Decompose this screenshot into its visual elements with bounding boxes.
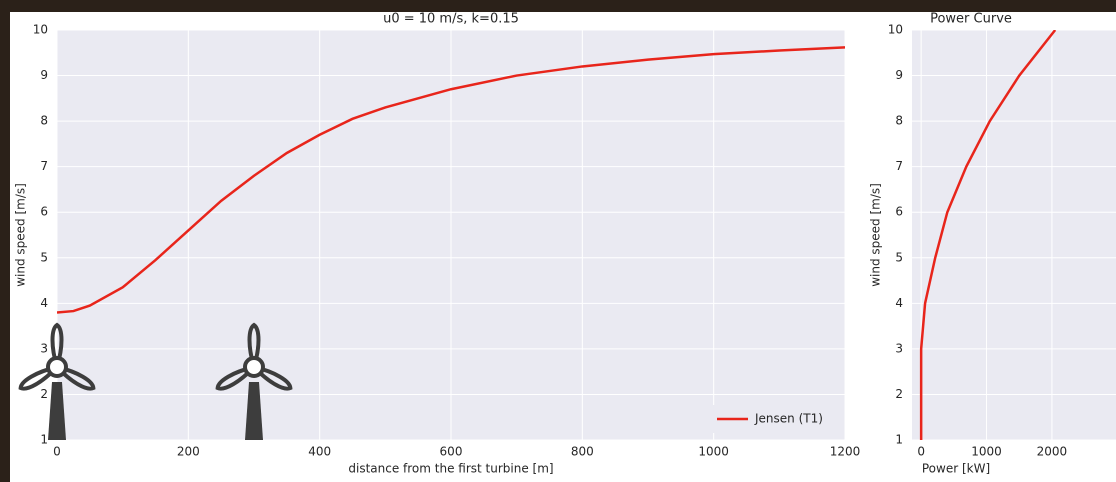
y-tick-label: 8: [895, 114, 903, 128]
y-tick-label: 7: [895, 159, 903, 173]
y-axis-label: wind speed [m/s]: [869, 183, 883, 287]
chart-title: u0 = 10 m/s, k=0.15: [383, 12, 519, 27]
plot-area: [912, 30, 1116, 440]
y-tick-label: 3: [40, 341, 48, 355]
y-tick-label: 2: [895, 387, 903, 401]
y-tick-label: 1: [40, 433, 48, 447]
y-tick-label: 8: [40, 114, 48, 128]
y-tick-label: 5: [895, 250, 903, 264]
y-axis-label: wind speed [m/s]: [14, 183, 28, 287]
x-tick-label: 1200: [830, 445, 861, 459]
x-tick-label: 1000: [971, 445, 1002, 459]
y-tick-label: 1: [895, 433, 903, 447]
x-tick-label: 200: [177, 445, 200, 459]
series-line: [919, 30, 1057, 440]
x-tick-label: 400: [308, 445, 331, 459]
x-tick-label: 2000: [1037, 445, 1068, 459]
y-tick-label: 2: [40, 387, 48, 401]
y-tick-label: 6: [895, 205, 903, 219]
chart-title: Power Curve: [930, 12, 1012, 27]
x-tick-label: 800: [571, 445, 594, 459]
y-tick-label: 9: [40, 68, 48, 82]
x-tick-label: 0: [917, 445, 925, 459]
y-tick-label: 3: [895, 341, 903, 355]
y-tick-label: 4: [40, 296, 48, 310]
y-tick-label: 9: [895, 68, 903, 82]
x-tick-label: 600: [440, 445, 463, 459]
y-tick-label: 5: [40, 250, 48, 264]
plot-lines: [57, 46, 845, 314]
y-tick-label: 4: [895, 296, 903, 310]
legend-box: [705, 405, 839, 433]
x-tick-label: 0: [53, 445, 61, 459]
y-tick-label: 10: [888, 23, 903, 37]
y-tick-label: 10: [33, 23, 48, 37]
y-tick-label: 7: [40, 159, 48, 173]
series-line: [57, 46, 845, 314]
y-tick-label: 6: [40, 205, 48, 219]
plot-lines: [919, 30, 1057, 440]
legend-label: Jensen (T1): [754, 412, 823, 426]
x-tick-label: 1000: [698, 445, 729, 459]
x-axis-label: Power [kW]: [922, 462, 990, 476]
x-axis-label: distance from the first turbine [m]: [348, 462, 553, 476]
